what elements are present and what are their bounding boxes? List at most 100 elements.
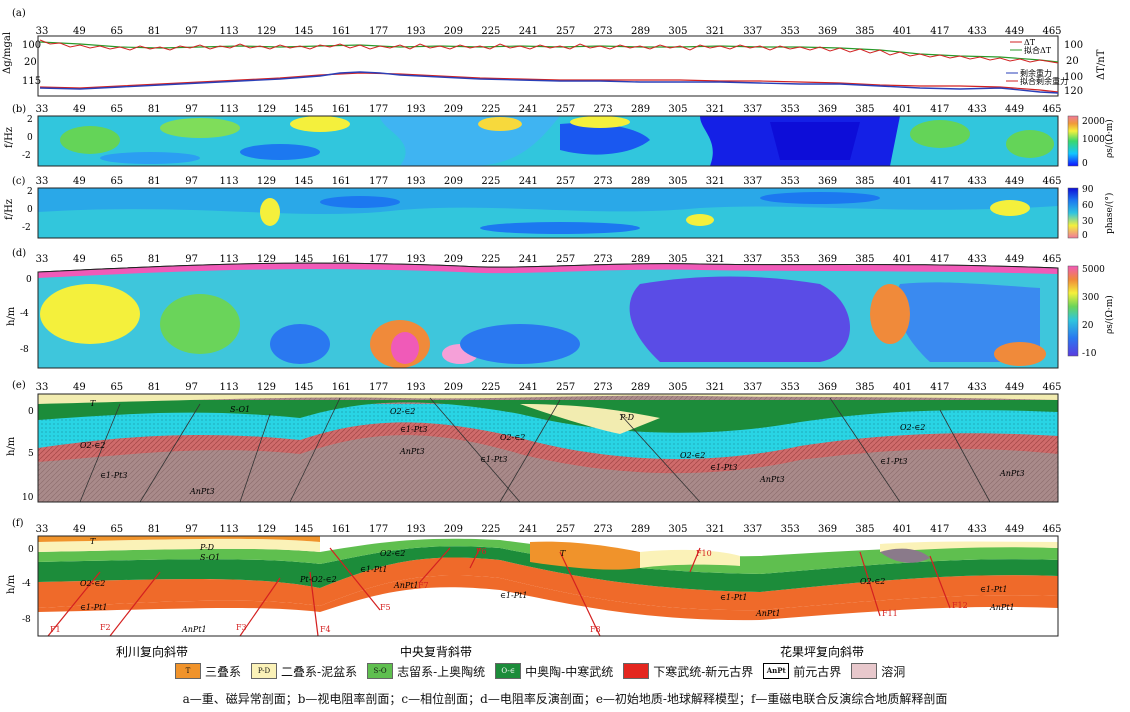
station-label: 369 [818, 104, 837, 115]
panel-a-legend: ΔT 拟合ΔT 剩余重力 拟合剩余重力 [1006, 38, 1068, 86]
station-label: 417 [930, 524, 949, 535]
panel-b-ytick-2: 2 [27, 115, 33, 125]
legend-label-triassic: 三叠系 [205, 664, 242, 679]
station-label: 289 [631, 382, 650, 393]
station-label: 417 [930, 26, 949, 37]
station-label: 33 [36, 176, 49, 187]
station-label: 257 [556, 382, 575, 393]
station-label: 33 [36, 26, 49, 37]
fault-f5: F5 [380, 603, 391, 612]
panel-e-ytick-10: 10 [22, 493, 34, 503]
station-label: 337 [743, 254, 762, 265]
fault-f12: F12 [952, 601, 968, 610]
panel-c-cbar-30: 30 [1082, 217, 1094, 227]
station-label: 241 [519, 104, 538, 115]
station-label: 337 [743, 382, 762, 393]
unit-e-anpt-1: AnPt3 [189, 487, 215, 496]
unit-f-pd: P-D [199, 543, 215, 552]
panel-a-right-tick-100b: 100 [1064, 72, 1083, 83]
station-label: 129 [257, 254, 276, 265]
panel-d-cbar-5000: 5000 [1082, 265, 1105, 275]
station-label: 209 [444, 254, 463, 265]
panel-e-ytick-0: 0 [28, 407, 34, 417]
panel-f-ytick--8: -8 [22, 615, 31, 625]
panel-a-left-tick-20: 20 [24, 57, 37, 68]
station-label: 161 [332, 176, 351, 187]
legend-item-silurian-ordovician: S-O 志留系-上奥陶统 [367, 663, 485, 680]
fit-dT-curve [39, 41, 1059, 63]
station-label: 449 [1005, 176, 1024, 187]
station-label: 401 [893, 104, 912, 115]
station-label: 97 [185, 26, 198, 37]
station-label: 449 [1005, 26, 1024, 37]
station-label: 81 [148, 524, 161, 535]
unit-f-pt1-2: ∈1-Pt1 [360, 565, 387, 574]
legend-swatch-triassic: T [175, 663, 201, 679]
panel-b-ytick--2: -2 [22, 151, 31, 161]
station-label: 305 [668, 254, 687, 265]
station-label: 145 [294, 382, 313, 393]
station-label: 129 [257, 524, 276, 535]
station-label: 449 [1005, 254, 1024, 265]
station-label: 385 [855, 104, 874, 115]
station-label: 369 [818, 524, 837, 535]
station-label: 321 [706, 104, 725, 115]
gravity-curve [39, 71, 1059, 94]
panel-c-label: (c) [12, 176, 26, 187]
legend-swatch-permian-devonian: P-D [251, 663, 278, 679]
station-label: 353 [781, 176, 800, 187]
panel-a-right-tick-120: 120 [1064, 86, 1083, 97]
station-label: 145 [294, 524, 313, 535]
station-label: 65 [110, 524, 123, 535]
station-label: 449 [1005, 382, 1024, 393]
legend-swatch-precambrian: AnPt [763, 663, 790, 679]
zone-huaguoping: 花果坪复向斜带 [780, 644, 864, 659]
station-label: 145 [294, 176, 313, 187]
station-label: 241 [519, 26, 538, 37]
unit-e-pt3-4: ∈1-Pt3 [710, 463, 737, 472]
station-label: 337 [743, 524, 762, 535]
station-label: 273 [594, 26, 613, 37]
station-label: 257 [556, 104, 575, 115]
fault-f1: F1 [50, 625, 61, 634]
panel-e-faults [79, 397, 991, 503]
fit-gravity-curve [39, 72, 1059, 93]
station-label: 193 [407, 176, 426, 187]
figure-caption: a—重、磁异常剖面；b—视电阻率剖面；c—相位剖面；d—电阻率反演剖面；e—初始… [182, 692, 948, 706]
station-label: 97 [185, 104, 198, 115]
station-label: 433 [968, 254, 987, 265]
panel-b-ytick-0: 0 [27, 133, 33, 143]
station-label: 209 [444, 382, 463, 393]
legend-swatch-cambrian-neoproterozoic [623, 663, 650, 679]
station-label: 161 [332, 104, 351, 115]
station-label: 49 [73, 26, 86, 37]
unit-e-anpt-2: AnPt3 [399, 447, 425, 456]
panel-c-anomalies [38, 192, 1058, 238]
panel-e-frame [37, 393, 1059, 503]
panel-a-right-tick-20: 20 [1066, 56, 1079, 67]
panel-d-resistivity-inversion: (d) 33 49 65 81 97 113 129 145 161 177 193 209 225 24… [6, 248, 1115, 369]
station-label: 209 [444, 104, 463, 115]
unit-e-pt3-2: ∈1-Pt3 [400, 425, 427, 434]
station-label: 401 [893, 524, 912, 535]
unit-e-oe-3: O2-∈2 [500, 433, 525, 442]
unit-f-anpt-2: AnPt1 [393, 581, 419, 590]
legend-label-ordovician-cambrian: 中奥陶-中寒武统 [525, 664, 614, 679]
station-label: 369 [818, 176, 837, 187]
panel-c-frame [37, 187, 1059, 239]
station-label: 305 [668, 524, 687, 535]
station-label: 113 [219, 382, 238, 393]
station-label: 289 [631, 254, 650, 265]
station-label: 433 [968, 382, 987, 393]
station-label: 369 [818, 26, 837, 37]
station-label: 401 [893, 382, 912, 393]
station-label: 369 [818, 254, 837, 265]
fault-f4: F4 [320, 625, 331, 634]
station-label: 289 [631, 104, 650, 115]
panel-a-right-tick-100: 100 [1064, 40, 1083, 51]
station-label: 385 [855, 524, 874, 535]
panel-a-label: (a) [12, 8, 26, 19]
station-label: 449 [1005, 524, 1024, 535]
station-label: 305 [668, 176, 687, 187]
legend-label-karst-cave: 溶洞 [881, 664, 906, 679]
